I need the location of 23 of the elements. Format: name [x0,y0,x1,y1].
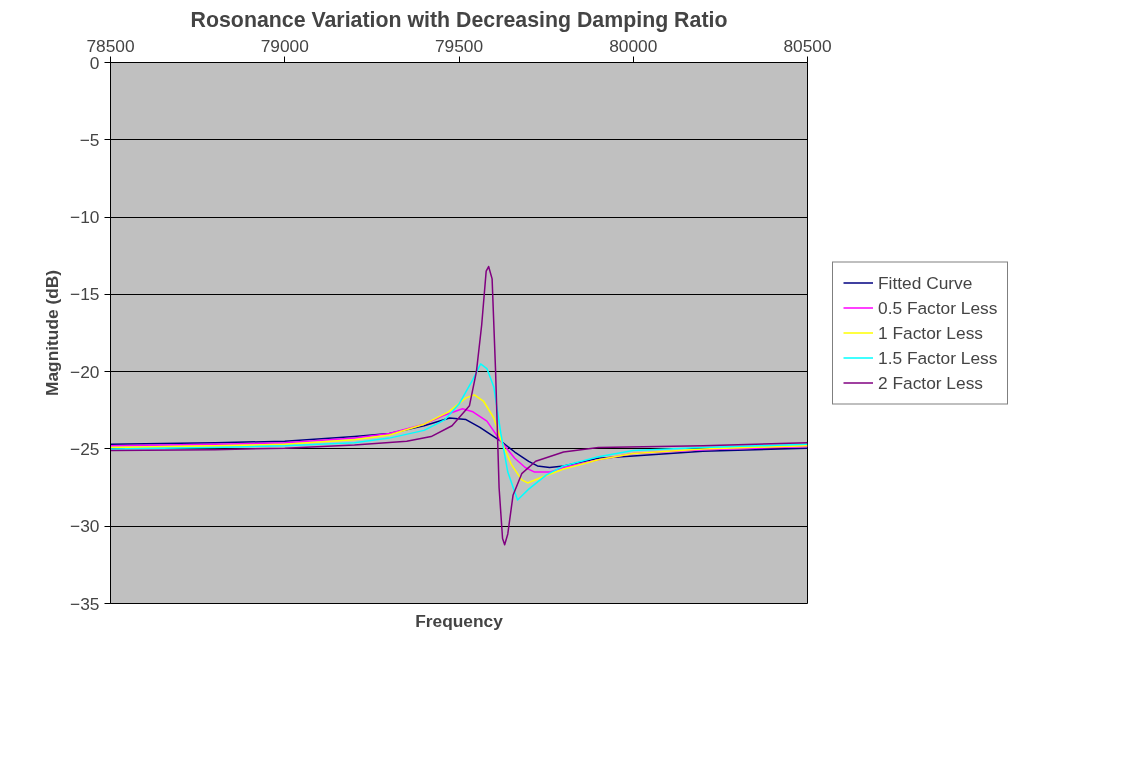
legend-label: 0.5 Factor Less [878,297,998,318]
y-tick-label: −10 [70,207,100,228]
x-tick-label: 80500 [783,35,832,56]
y-tick-label: −15 [70,284,100,305]
y-tick-label: −20 [70,361,100,382]
y-tick-label: −35 [70,593,100,614]
line-series [110,265,808,546]
line-series [110,363,808,501]
legend-label: Fitted Curve [878,272,973,293]
x-axis-title: Frequency [415,610,504,631]
y-tick-label: −25 [70,438,100,459]
legend-label: 1.5 Factor Less [878,347,998,368]
line-series [110,394,808,484]
legend-label: 2 Factor Less [878,372,983,393]
y-axis-title: Magnitude (dB) [42,269,63,397]
x-tick-label: 79000 [260,35,309,56]
chart-title: Rosonance Variation with Decreasing Damping Ratio [190,7,728,32]
x-tick-label: 79500 [434,35,484,56]
x-tick-label: 80000 [609,35,658,56]
legend-label: 1 Factor Less [878,322,983,343]
y-tick-label: −30 [70,516,100,537]
line-series [110,417,808,469]
y-tick-label: −5 [79,129,100,150]
